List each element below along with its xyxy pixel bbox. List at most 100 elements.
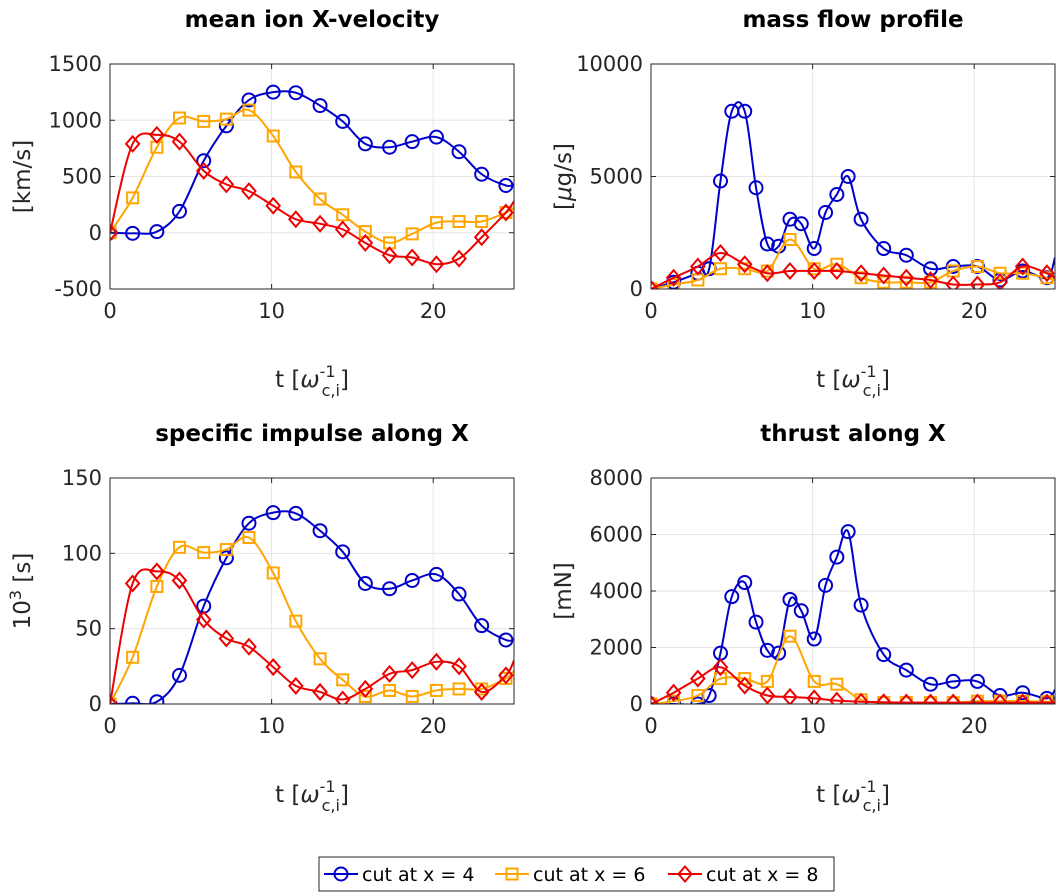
data-point-marker xyxy=(651,279,659,289)
data-point-marker xyxy=(150,579,164,593)
data-point-marker xyxy=(265,658,282,677)
data-point-marker xyxy=(840,169,856,184)
data-point-marker xyxy=(876,241,892,256)
data-point-marker xyxy=(853,692,869,704)
data-point-marker xyxy=(945,275,962,289)
y-tick-label: 1000 xyxy=(49,108,102,132)
x-tick-label: 20 xyxy=(420,714,447,738)
data-point-marker xyxy=(110,694,118,704)
data-point-marker xyxy=(712,658,729,677)
data-point-marker xyxy=(830,677,844,691)
data-point-marker xyxy=(451,144,467,160)
data-point-marker xyxy=(853,264,869,283)
x-tick-label: 20 xyxy=(961,299,988,323)
y-tick-label: 5000 xyxy=(590,165,643,189)
data-point-marker xyxy=(666,696,682,704)
data-point-marker xyxy=(651,694,659,704)
data-point-marker xyxy=(265,196,282,215)
data-point-marker xyxy=(149,694,165,704)
data-point-marker xyxy=(242,531,256,545)
data-point-marker xyxy=(771,645,787,661)
legend: cut at x = 4 cut at x = 6 cut at x = 8 xyxy=(318,856,835,892)
series-line xyxy=(651,635,1055,704)
data-point-marker xyxy=(875,266,892,285)
data-point-marker xyxy=(149,224,165,240)
data-point-marker xyxy=(428,129,444,145)
data-point-marker xyxy=(312,98,328,114)
data-point-marker xyxy=(219,112,233,126)
y-axis-label: 103 [s] xyxy=(6,553,36,630)
x-tick-label: 0 xyxy=(103,299,116,323)
data-point-marker xyxy=(312,682,328,701)
data-point-marker xyxy=(806,689,823,704)
data-point-marker xyxy=(171,667,187,683)
data-point-marker xyxy=(993,266,1007,280)
y-tick-label: 0 xyxy=(630,692,643,716)
data-point-marker xyxy=(266,129,280,143)
data-point-marker xyxy=(334,690,351,704)
data-point-marker xyxy=(288,85,304,101)
data-point-marker xyxy=(382,581,398,597)
data-point-marker xyxy=(171,571,188,590)
y-tick-label: 0 xyxy=(89,692,102,716)
legend-entry: cut at x = 6 xyxy=(495,864,645,886)
data-point-marker xyxy=(336,208,350,222)
series-line xyxy=(110,90,514,235)
data-point-marker xyxy=(690,257,706,276)
data-point-marker xyxy=(992,693,1008,704)
data-point-marker xyxy=(782,261,798,281)
data-point-marker xyxy=(875,693,892,704)
data-point-marker xyxy=(759,686,776,704)
data-point-marker xyxy=(404,134,420,150)
data-point-marker xyxy=(818,577,834,593)
data-point-marker xyxy=(473,682,490,701)
series-cut-at-x-4 xyxy=(651,524,1055,704)
data-point-marker xyxy=(110,223,118,242)
data-point-marker xyxy=(665,268,682,287)
data-point-marker xyxy=(452,215,466,228)
data-point-marker xyxy=(473,228,490,247)
data-point-marker xyxy=(898,693,915,704)
data-point-marker xyxy=(737,575,753,591)
data-point-marker xyxy=(171,203,187,219)
data-point-marker xyxy=(736,676,753,695)
y-tick-label: 1500 xyxy=(49,52,102,76)
data-point-marker xyxy=(172,540,186,554)
data-point-marker xyxy=(219,543,233,557)
data-point-marker xyxy=(992,273,1008,289)
data-point-marker xyxy=(218,550,234,566)
data-point-marker xyxy=(289,165,303,179)
x-tick-label: 10 xyxy=(799,714,826,738)
y-tick-label: 10000 xyxy=(576,52,643,76)
data-point-marker xyxy=(149,562,165,581)
series-cut-at-x-8 xyxy=(110,562,514,704)
y-tick-label: 2000 xyxy=(590,636,643,660)
data-point-marker xyxy=(759,264,776,283)
x-tick-label: 0 xyxy=(644,299,657,323)
data-point-marker xyxy=(218,175,235,194)
x-tick-label: 10 xyxy=(258,299,285,323)
data-point-marker xyxy=(381,246,398,265)
data-point-marker xyxy=(334,220,351,239)
data-point-marker xyxy=(1014,257,1031,276)
chart-panel-4: 0 10 20 0 2000 4000 6000 8000 thrust along X t [ω… xyxy=(551,421,1056,815)
data-point-marker xyxy=(1039,264,1055,283)
data-point-marker xyxy=(840,524,856,540)
x-tick-label: 0 xyxy=(644,714,657,738)
legend-entry: cut at x = 8 xyxy=(668,864,818,886)
data-point-marker xyxy=(357,575,373,591)
data-point-marker xyxy=(665,683,682,702)
data-point-marker xyxy=(923,676,939,692)
legend-marker xyxy=(505,867,519,881)
data-point-marker xyxy=(405,227,419,241)
x-axis-label: t [ω-1 c,i] xyxy=(275,777,349,815)
series-line xyxy=(651,666,1055,704)
y-axis-label: [km/s] xyxy=(10,140,36,213)
data-point-marker xyxy=(172,111,186,125)
data-point-marker xyxy=(474,166,490,182)
data-point-marker xyxy=(498,632,514,648)
series-cut-at-x-6 xyxy=(110,531,514,704)
data-point-marker xyxy=(667,694,681,704)
data-point-marker xyxy=(898,268,915,287)
